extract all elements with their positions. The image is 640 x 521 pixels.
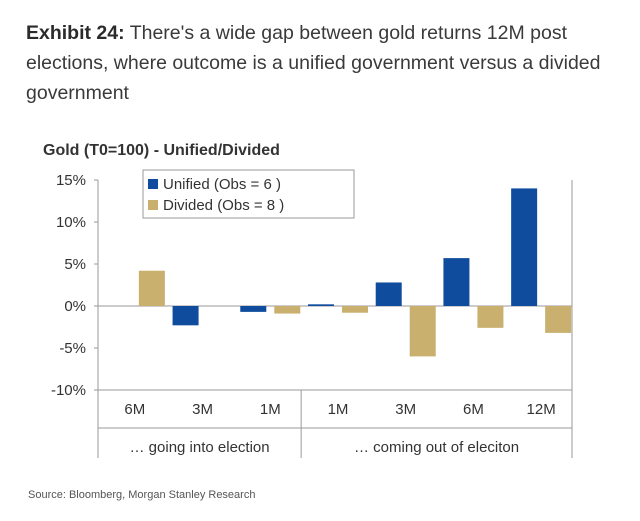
y-tick-label: 0% (64, 298, 86, 315)
y-tick-label: 5% (64, 256, 86, 273)
x-tick-label: 1M (260, 401, 281, 418)
unified-bar (443, 258, 470, 306)
x-tick-label: 12M (527, 401, 556, 418)
group-label: … going into election (130, 439, 270, 456)
divided-bar (138, 270, 165, 306)
divided-bar (409, 306, 436, 357)
exhibit-caption: Exhibit 24: There's a wide gap between g… (26, 18, 626, 108)
legend-entry: Unified (Obs = 6 ) (163, 176, 281, 193)
unified-bar (172, 306, 199, 326)
gold-returns-chart: 15% 10% 5% 0% -5% -10% 6M 3M 1M 1M 3M 6M 12M … going … (51, 169, 573, 458)
x-tick-label: 6M (124, 401, 145, 418)
divided-bar (274, 306, 301, 314)
y-tick-label: 10% (56, 214, 86, 231)
unified-bar (308, 304, 334, 306)
source-note: Source: Bloomberg, Morgan Stanley Resear… (28, 489, 256, 501)
chart-title: Gold (T0=100) - Unified/Divided (43, 142, 280, 159)
divided-bar (477, 306, 504, 328)
group-label: … coming out of eleciton (354, 439, 519, 456)
unified-bar (240, 306, 267, 312)
x-tick-label: 3M (395, 401, 416, 418)
legend-entry: Divided (Obs = 8 ) (163, 197, 284, 214)
divided-legend-swatch (148, 200, 158, 210)
x-tick-label: 6M (463, 401, 484, 418)
divided-bar (342, 306, 368, 313)
unified-bar (511, 188, 538, 306)
x-tick-label: 1M (328, 401, 349, 418)
unified-bar (375, 282, 402, 306)
exhibit-text: There's a wide gap between gold returns … (26, 22, 601, 104)
y-tick-label: -10% (51, 382, 86, 399)
divided-bar (545, 306, 572, 333)
x-tick-label: 3M (192, 401, 213, 418)
exhibit-label: Exhibit 24: (26, 22, 125, 44)
y-tick-label: 15% (56, 172, 86, 189)
legend-box (142, 169, 355, 219)
unified-legend-swatch (148, 179, 158, 189)
y-tick-label: -5% (59, 340, 86, 357)
